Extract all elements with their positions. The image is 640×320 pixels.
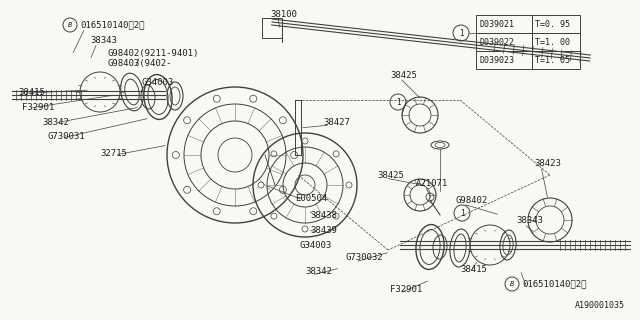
Text: G98402: G98402: [456, 196, 488, 204]
Bar: [532, 51, 580, 69]
Text: A190001035: A190001035: [575, 301, 625, 310]
Text: G730031: G730031: [48, 132, 86, 140]
Text: 38100: 38100: [270, 10, 297, 19]
Text: 38415: 38415: [18, 87, 45, 97]
Text: 38425: 38425: [377, 171, 404, 180]
Text: B: B: [68, 22, 72, 28]
Text: D039021: D039021: [479, 20, 514, 28]
Text: G730032: G730032: [345, 253, 383, 262]
Text: 38343: 38343: [516, 215, 543, 225]
Bar: [476, 33, 532, 51]
Text: F32901: F32901: [390, 285, 422, 294]
Bar: [262, 18, 282, 38]
Text: 38427: 38427: [323, 117, 350, 126]
Text: 38438: 38438: [310, 211, 337, 220]
Text: D039022: D039022: [479, 37, 514, 46]
Bar: [476, 15, 532, 33]
Text: G34003: G34003: [300, 241, 332, 250]
Bar: [532, 15, 580, 33]
Text: T=1. 00: T=1. 00: [535, 37, 570, 46]
Text: 32715: 32715: [100, 148, 127, 157]
Text: 1: 1: [460, 209, 464, 218]
Text: G98403(9402-: G98403(9402-: [108, 59, 173, 68]
Text: 1: 1: [459, 28, 463, 37]
Text: 1: 1: [396, 98, 400, 107]
Text: 38439: 38439: [310, 226, 337, 235]
Text: 38342: 38342: [42, 117, 69, 126]
Text: 38425: 38425: [390, 70, 417, 79]
Text: F32901: F32901: [22, 102, 54, 111]
Text: G98402(9211-9401): G98402(9211-9401): [108, 49, 200, 58]
Text: T=1. 05: T=1. 05: [535, 55, 570, 65]
Bar: [532, 33, 580, 51]
Text: 38342: 38342: [305, 268, 332, 276]
Text: G34003: G34003: [142, 77, 174, 86]
Text: 38423: 38423: [534, 158, 561, 167]
Text: A21071: A21071: [416, 179, 448, 188]
Text: 38343: 38343: [90, 36, 117, 44]
Text: E00504: E00504: [295, 194, 327, 203]
Text: 016510140（2）: 016510140（2）: [522, 279, 586, 289]
Bar: [476, 51, 532, 69]
Text: 38415: 38415: [460, 266, 487, 275]
Text: B: B: [510, 281, 514, 287]
Text: 016510140（2）: 016510140（2）: [80, 20, 145, 29]
Text: T=0. 95: T=0. 95: [535, 20, 570, 28]
Text: D039023: D039023: [479, 55, 514, 65]
